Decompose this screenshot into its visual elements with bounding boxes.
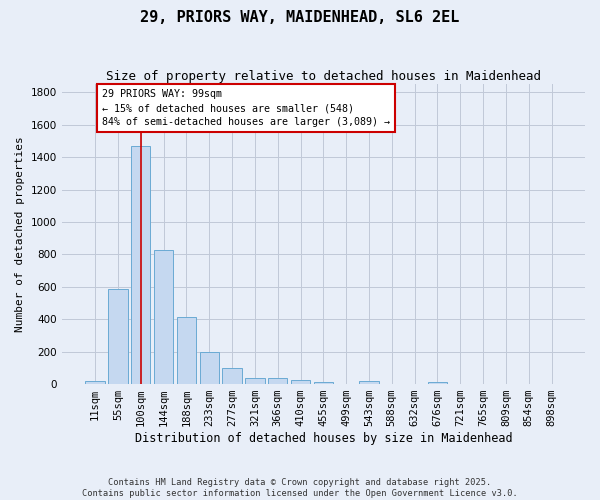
X-axis label: Distribution of detached houses by size in Maidenhead: Distribution of detached houses by size … [134,432,512,445]
Text: 29 PRIORS WAY: 99sqm
← 15% of detached houses are smaller (548)
84% of semi-deta: 29 PRIORS WAY: 99sqm ← 15% of detached h… [102,89,390,127]
Bar [428,382,447,384]
Bar [223,368,242,384]
Bar [291,380,310,384]
Bar [200,352,219,384]
Bar [245,378,265,384]
Bar [359,381,379,384]
Bar [177,317,196,384]
Text: Contains HM Land Registry data © Crown copyright and database right 2025.
Contai: Contains HM Land Registry data © Crown c… [82,478,518,498]
Bar [268,378,287,384]
Bar [314,382,333,384]
Y-axis label: Number of detached properties: Number of detached properties [15,136,25,332]
Text: 29, PRIORS WAY, MAIDENHEAD, SL6 2EL: 29, PRIORS WAY, MAIDENHEAD, SL6 2EL [140,10,460,25]
Bar [131,146,151,384]
Bar [85,381,105,384]
Bar [154,250,173,384]
Title: Size of property relative to detached houses in Maidenhead: Size of property relative to detached ho… [106,70,541,83]
Bar [108,289,128,384]
